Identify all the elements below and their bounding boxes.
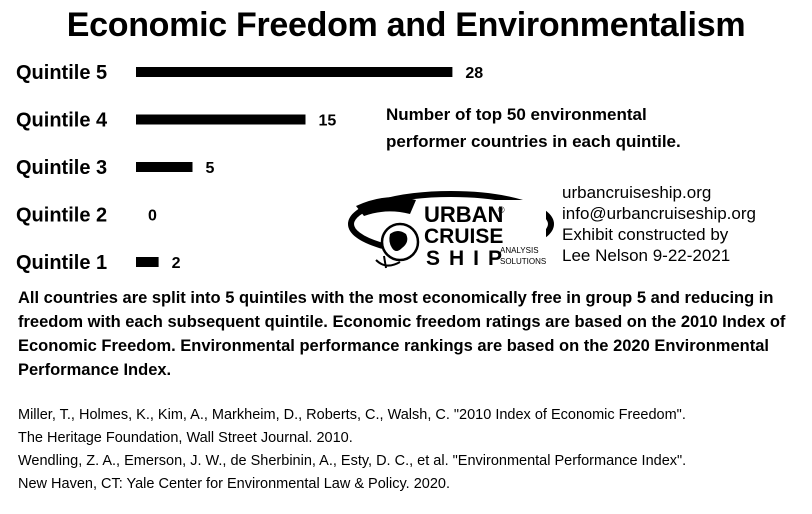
value-label: 15 [319,113,337,130]
logo-text-solutions: SOLUTIONS [500,257,546,266]
urban-cruise-ship-logo: URBAN CRUISE SHIP ANALYSIS SOLUTIONS ® [348,191,554,270]
bar-row: Quintile 4 15 [16,110,336,132]
credits-email: info@urbancruiseship.org [562,204,756,223]
category-label: Quintile 4 [16,110,108,132]
logo-text-cruise: CRUISE [424,225,503,248]
chart-title: Economic Freedom and Environmentalism [66,6,746,44]
credits-website: urbancruiseship.org [562,183,712,202]
logo-anchor-icon [375,255,401,269]
bar [136,114,306,125]
bar [136,67,453,77]
reference-line-3: Wendling, Z. A., Emerson, J. W., de Sher… [18,453,687,469]
chart-note: Number of top 50 environmental performer… [386,101,681,155]
chart-note-line-1: Number of top 50 environmental [386,105,647,124]
bar [136,257,159,267]
category-label: Quintile 3 [16,157,107,179]
logo-registered-mark: ® [498,205,505,215]
reference-line-2: The Heritage Foundation, Wall Street Jou… [18,430,353,446]
value-label: 2 [172,255,181,272]
logo-backing [406,200,546,262]
bar-row: Quintile 3 5 [16,157,215,179]
reference-line-1: Miller, T., Holmes, K., Kim, A., Markhei… [18,407,686,423]
credits-block: urbancruiseship.org info@urbancruiseship… [562,182,756,266]
description-paragraph: All countries are split into 5 quintiles… [18,289,786,379]
category-label: Quintile 1 [16,252,107,274]
logo-text-ship: SHIP [426,247,511,270]
value-label: 0 [148,208,157,225]
bar-row: Quintile 2 0 [16,205,157,227]
bar-row: Quintile 5 28 [16,62,483,84]
logo-globe-continent [389,231,408,251]
bar [136,162,193,172]
credits-author-date: Lee Nelson 9-22-2021 [562,246,731,265]
logo-text-urban: URBAN [424,202,503,227]
value-label: 28 [465,65,483,82]
credits-constructed-by: Exhibit constructed by [562,225,729,244]
logo-text-analysis: ANALYSIS [500,246,539,255]
chart-note-line-2: performer countries in each quintile. [386,132,681,151]
category-label: Quintile 2 [16,205,107,227]
bar-row: Quintile 1 2 [16,252,181,274]
logo-funnel [356,197,416,216]
value-label: 5 [206,160,215,177]
category-label: Quintile 5 [16,62,107,84]
references: Miller, T., Holmes, K., Kim, A., Markhei… [18,404,808,496]
reference-line-4: New Haven, CT: Yale Center for Environme… [18,476,450,492]
